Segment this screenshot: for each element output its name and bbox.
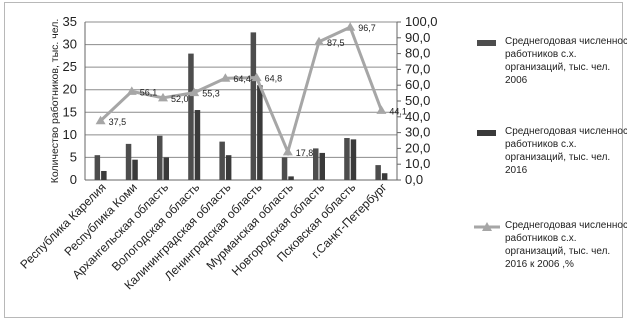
ratio-data-label: 96,7	[358, 23, 376, 33]
bar-2016	[163, 157, 169, 180]
legend-swatch-bar	[477, 130, 496, 136]
bar-2006	[281, 157, 288, 180]
y-axis-title: Количество работников, тыс. чел.	[49, 19, 61, 184]
ratio-marker	[189, 87, 200, 97]
ratio-marker	[95, 115, 106, 125]
bar-2016	[101, 170, 107, 180]
ratio-data-label: 64,4	[233, 74, 251, 84]
legend-entry: Среднегодовая численность работников с.х.…	[505, 220, 627, 270]
y2-tick-label: 70,0	[405, 61, 430, 76]
y2-tick-label: 80,0	[405, 46, 430, 61]
ratio-data-label: 44,1	[389, 106, 407, 116]
y2-tick-label: 0,0	[405, 172, 423, 187]
bar-2006	[250, 32, 257, 180]
legend-entry-line: работников с.х.	[505, 48, 577, 60]
bar-2016	[194, 110, 201, 180]
legend-entry-line: работников с.х.	[505, 138, 577, 150]
bar-2006	[313, 148, 319, 180]
y2-tick-label: 90,0	[405, 30, 430, 45]
ratio-marker	[251, 72, 262, 82]
bar-2006	[157, 135, 163, 180]
legend-entry-line: Среднегодовая численность	[505, 36, 627, 47]
ratio-data-label: 56,1	[140, 87, 158, 97]
ratio-data-label: 52,0	[171, 94, 189, 104]
y-tick-label: 25	[63, 59, 77, 74]
bar-2006	[125, 143, 132, 180]
legend-entry: Среднегодовая численность работников с.х.…	[505, 36, 627, 86]
legend-entry-line: 2016	[505, 165, 528, 176]
y-tick-label: 5	[70, 149, 77, 164]
y-tick-label: 35	[63, 14, 77, 29]
legend-swatch-marker	[482, 222, 492, 231]
y2-tick-label: 100,0	[405, 14, 438, 29]
legend-swatch-bar	[477, 40, 496, 46]
ratio-marker	[126, 86, 137, 95]
y2-tick-label: 60,0	[405, 77, 430, 92]
legend-entry-line: Среднегодовая численность	[505, 126, 627, 137]
y-tick-label: 0	[70, 172, 77, 187]
ratio-data-label: 37,5	[109, 117, 127, 127]
ratio-marker	[158, 92, 168, 102]
bar-2016	[257, 85, 263, 180]
ratio-marker	[220, 73, 231, 82]
y2-tick-label: 20,0	[405, 140, 430, 155]
bar-2006	[94, 155, 101, 180]
legend-entry: Среднегодовая численность работников с.х.…	[505, 126, 627, 176]
bar-2016	[288, 176, 294, 180]
bar-2006	[344, 138, 350, 180]
legend-entry-line: 2016 к 2006 ,%	[505, 259, 574, 270]
bar-2006	[188, 53, 194, 180]
bar-2016	[132, 159, 138, 180]
legend-entry-line: работников с.х.	[505, 232, 577, 244]
y2-tick-label: 40,0	[405, 109, 430, 124]
y-tick-label: 30	[63, 37, 77, 52]
y2-tick-label: 30,0	[405, 125, 430, 140]
bar-2006	[375, 165, 381, 180]
ratio-marker	[282, 146, 293, 156]
y2-tick-label: 10,0	[405, 156, 430, 171]
ratio-data-label: 64,8	[265, 74, 283, 84]
bar-2016	[225, 155, 232, 180]
bar-2016	[350, 139, 357, 180]
y-tick-label: 10	[63, 127, 77, 142]
ratio-data-label: 55,3	[202, 89, 220, 99]
legend-entry-line: организаций, тыс. чел.	[505, 62, 610, 73]
ratio-marker	[376, 105, 387, 114]
ratio-data-label: 87,5	[327, 38, 345, 48]
y2-tick-label: 50,0	[405, 93, 430, 108]
y-tick-label: 20	[63, 82, 77, 97]
bar-2006	[219, 141, 225, 180]
legend-entry-line: Среднегодовая численность	[505, 220, 627, 231]
legend-entry-line: организаций, тыс. чел.	[505, 246, 610, 257]
bar-2016	[319, 152, 325, 180]
ratio-marker	[345, 22, 356, 31]
legend-entry-line: 2006	[505, 75, 528, 86]
legend-entry-line: организаций, тыс. чел.	[505, 152, 610, 163]
bar-2016	[381, 173, 388, 180]
ratio-data-label: 17,8	[296, 148, 314, 158]
y-tick-label: 15	[63, 104, 77, 119]
ratio-line	[99, 25, 383, 157]
ratio-marker	[314, 36, 324, 46]
